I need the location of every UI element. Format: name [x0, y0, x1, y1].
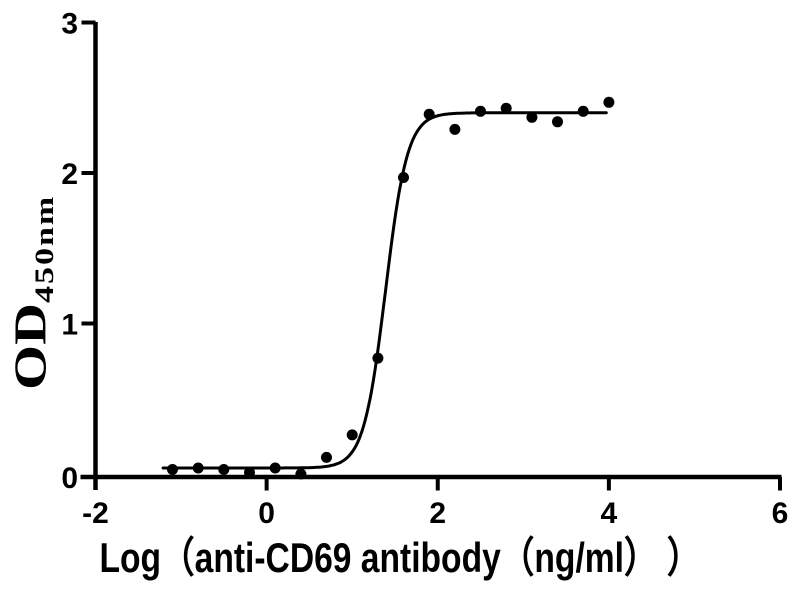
data-point — [475, 105, 486, 117]
data-point — [321, 451, 332, 463]
fit-curve-layer — [161, 111, 608, 470]
y-axis-title-subscript: 450nm — [30, 194, 60, 303]
x-tick-label: -2 — [82, 497, 109, 530]
data-point — [218, 464, 230, 475]
data-point — [192, 462, 204, 474]
data-point — [526, 111, 538, 123]
data-point — [449, 123, 461, 135]
data-point — [500, 102, 512, 114]
x-tick-label: 0 — [258, 497, 275, 530]
data-point — [603, 96, 615, 108]
data-point — [398, 172, 409, 183]
y-axis-title-text: OD — [4, 303, 56, 390]
axis-layer — [80, 20, 782, 491]
data-point — [167, 464, 178, 475]
y-tick-label: 2 — [61, 158, 78, 191]
x-axis-title: Log（anti-CD69 antibody（ng/ml） ） — [99, 534, 701, 581]
x-tick-label: 6 — [772, 497, 789, 530]
data-point — [372, 352, 384, 364]
data-point — [423, 108, 435, 120]
data-point-layer — [167, 96, 615, 480]
y-tick-label: 3 — [61, 8, 78, 41]
fitted-sigmoid-curve — [161, 111, 608, 470]
x-tick-label: 4 — [601, 497, 618, 530]
data-point — [552, 116, 563, 128]
y-axis-title: OD450nm — [4, 194, 68, 390]
y-tick-label: 1 — [61, 309, 78, 342]
data-point — [577, 105, 589, 117]
data-point — [269, 462, 281, 474]
y-tick-label: 0 — [61, 462, 78, 495]
x-tick-label: 2 — [429, 497, 446, 530]
data-point — [346, 429, 358, 441]
